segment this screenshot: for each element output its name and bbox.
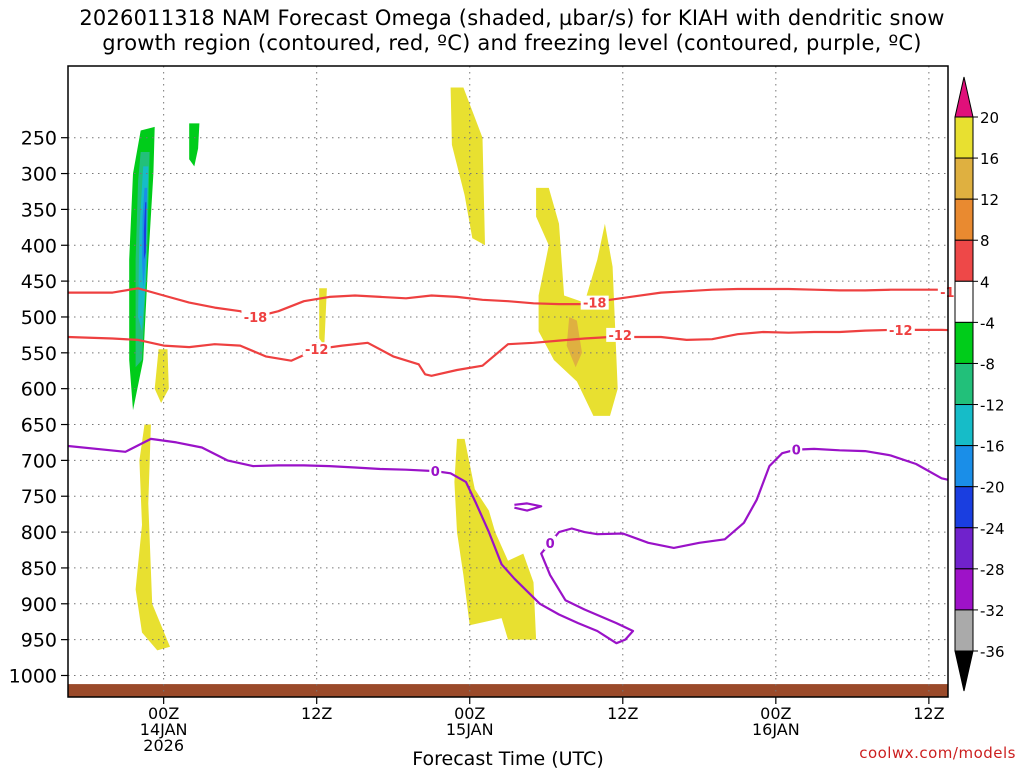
x-tick-label: 12Z <box>301 704 332 723</box>
x-tick-label: 16JAN <box>752 720 800 739</box>
omega-shade-region <box>135 424 170 651</box>
y-tick-label: 600 <box>21 379 57 401</box>
colorbar-swatch <box>954 157 974 200</box>
y-tick-label: 650 <box>21 415 57 437</box>
y-axis: 250 300 350 400 450 500 550 600 650 700 750 800 850 9… <box>9 128 68 687</box>
x-axis-title: Forecast Time (UTC) <box>412 748 603 768</box>
colorbar-tick-label: -4 <box>980 314 995 332</box>
x-tick-label: 00Z <box>454 704 485 723</box>
colorbar-tick-label: -32 <box>980 602 1005 620</box>
colorbar-swatch <box>954 404 974 447</box>
y-tick-label: 700 <box>21 450 57 472</box>
colorbar-tick-label: -36 <box>980 643 1005 661</box>
y-tick-label: 500 <box>21 307 57 329</box>
x-tick-label: 12Z <box>913 704 944 723</box>
plot-border <box>67 65 949 698</box>
colorbar-top-arrow <box>954 76 974 118</box>
dgz-label: -12 <box>889 324 913 339</box>
freezing-level-label: 0 <box>546 537 555 552</box>
y-tick-label: 250 <box>21 128 57 150</box>
x-tick-label: 12Z <box>607 704 638 723</box>
x-tick-label: 14JAN <box>140 720 188 739</box>
dgz-label: -18 <box>583 297 607 312</box>
colorbar-tick-label: 20 <box>980 109 999 127</box>
dgz-label: -18 <box>244 311 268 326</box>
colorbar-tick-label: -20 <box>980 479 1005 497</box>
colorbar-tick-label: -28 <box>980 561 1005 579</box>
y-tick-label: 950 <box>21 630 57 652</box>
x-tick-label: 2026 <box>143 736 184 755</box>
freezing-level-label-bg <box>790 442 803 457</box>
plot-frame <box>67 65 949 698</box>
y-tick-label: 900 <box>21 594 57 616</box>
x-tick-label: 00Z <box>760 704 791 723</box>
colorbar-swatch <box>954 321 974 364</box>
dgz-label-bg <box>241 309 270 324</box>
y-tick-label: 800 <box>21 522 57 544</box>
omega-shade-region <box>536 187 618 416</box>
x-tick-label: 15JAN <box>446 720 494 739</box>
grid-layer <box>68 66 948 697</box>
colorbar-swatch <box>954 527 974 570</box>
colorbar-swatch <box>954 116 974 159</box>
colorbar-tick-label: 12 <box>980 191 999 209</box>
colorbar-swatch <box>954 486 974 529</box>
omega-shade-region <box>450 87 485 246</box>
omega-shade-region <box>189 123 200 167</box>
omega-shade-region <box>566 317 582 368</box>
colorbar-tick-label: -16 <box>980 438 1005 456</box>
dgz-contour <box>68 328 948 377</box>
dgz-label-bg <box>606 327 635 342</box>
colorbar-tick-label: 16 <box>980 150 999 168</box>
freezing-level-label-bg <box>429 464 442 479</box>
chart-title-line-1: 2026011318 NAM Forecast Omega (shaded, µ… <box>79 6 945 30</box>
colorbar: 20 16 12 8 4 -4 -8 -12 -16 -20 -24 -28 -32 -36 <box>954 76 1005 692</box>
omega-shade-region <box>319 288 327 346</box>
colorbar-swatch <box>954 239 974 282</box>
y-tick-label: 750 <box>21 486 57 508</box>
chart-title-line-2: growth region (contoured, red, ºC) and f… <box>102 31 922 55</box>
omega-shade-region <box>143 202 147 260</box>
y-tick-label: 550 <box>21 343 57 365</box>
colorbar-swatch <box>954 198 974 241</box>
omega-shade-region <box>154 349 169 403</box>
dgz-label: -12 <box>608 329 632 344</box>
dgz-label: -12 <box>305 343 329 358</box>
omega-shading-layer <box>129 87 618 651</box>
y-tick-label: 300 <box>21 164 57 186</box>
freezing-level-contour <box>68 437 948 645</box>
y-tick-label: 350 <box>21 199 57 221</box>
dgz-label-bg <box>580 295 609 310</box>
colorbar-tick-label: 4 <box>980 273 990 291</box>
colorbar-tick-label: -12 <box>980 397 1005 415</box>
omega-shade-region <box>454 438 537 640</box>
colorbar-swatch <box>954 445 974 488</box>
colorbar-tick-label: 8 <box>980 232 990 250</box>
dgz-label-bg <box>886 322 915 337</box>
colorbar-swatch <box>954 362 974 406</box>
freezing-level-contour <box>514 502 543 512</box>
site-credit[interactable]: coolwx.com/models <box>859 744 1016 762</box>
colorbar-tick-label: -24 <box>980 520 1005 538</box>
ground-band <box>68 684 948 697</box>
freezing-level-label-bg <box>544 535 557 550</box>
colorbar-bottom-arrow <box>954 650 974 692</box>
y-tick-label: 850 <box>21 558 57 580</box>
colorbar-swatch <box>954 568 974 611</box>
colorbar-swatch <box>954 280 974 323</box>
ground-layer <box>68 684 948 697</box>
y-tick-label: 1000 <box>9 665 57 687</box>
dgz-label-bg <box>302 342 331 357</box>
freezing-level-label: 0 <box>431 465 440 480</box>
y-tick-label: 400 <box>21 235 57 257</box>
colorbar-swatch <box>954 609 974 652</box>
colorbar-tick-label: -8 <box>980 355 995 373</box>
x-tick-label: 00Z <box>148 704 179 723</box>
y-tick-label: 450 <box>21 271 57 293</box>
freezing-level-label: 0 <box>792 444 801 459</box>
